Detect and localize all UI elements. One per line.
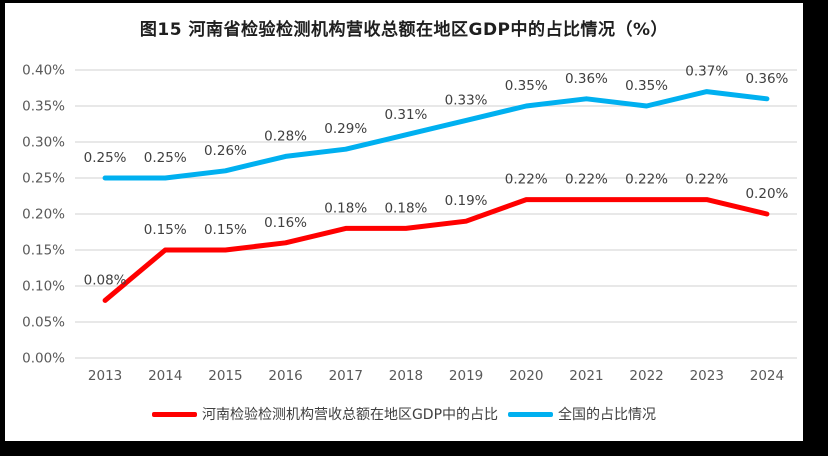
data-label: 0.20% [745, 186, 788, 202]
x-tick-label: 2022 [629, 368, 663, 384]
legend-item-henan: 河南检验检测机构营收总额在地区GDP中的占比 [151, 404, 499, 424]
legend-swatch-national-icon [508, 411, 554, 417]
x-tick-label: 2017 [329, 368, 363, 384]
y-tick-label: 0.30% [22, 135, 65, 151]
y-tick-label: 0.15% [22, 243, 65, 259]
data-label: 0.08% [84, 272, 127, 288]
legend-item-national: 全国的占比情况 [508, 404, 656, 424]
data-label: 0.18% [384, 200, 427, 216]
y-tick-label: 0.10% [22, 279, 65, 295]
data-label: 0.22% [565, 172, 608, 188]
legend-swatch-henan-icon [151, 411, 197, 417]
y-tick-label: 0.05% [22, 315, 65, 331]
x-tick-label: 2021 [569, 368, 603, 384]
data-label: 0.37% [685, 64, 728, 80]
chart-title: 图15 河南省检验检测机构营收总额在地区GDP中的占比情况（%） [139, 20, 669, 40]
data-label: 0.29% [324, 121, 367, 137]
data-label: 0.16% [264, 215, 307, 231]
data-label: 0.25% [144, 150, 187, 166]
chart-canvas: 图15 河南省检验检测机构营收总额在地区GDP中的占比情况（%） 0.00% 0.… [5, 3, 803, 441]
x-tick-label: 2013 [88, 368, 122, 384]
data-label: 0.25% [84, 150, 127, 166]
data-label: 0.26% [204, 143, 247, 159]
x-tick-label: 2015 [208, 368, 242, 384]
data-label: 0.22% [625, 172, 668, 188]
data-label: 0.19% [445, 193, 488, 209]
data-label: 0.22% [685, 172, 728, 188]
y-tick-label: 0.25% [22, 171, 65, 187]
data-label: 0.31% [384, 107, 427, 123]
x-tick-label: 2020 [509, 368, 543, 384]
x-tick-label: 2018 [389, 368, 423, 384]
line-chart: 0.00% 0.05% 0.10% 0.15% 0.20% 0.25% 0.30% 0.35%… [22, 63, 797, 384]
x-tick-label: 2019 [449, 368, 483, 384]
data-label: 0.35% [505, 78, 548, 94]
legend-label-henan: 河南检验检测机构营收总额在地区GDP中的占比 [201, 407, 499, 423]
data-label: 0.36% [745, 71, 788, 87]
y-tick-label: 0.00% [22, 351, 65, 367]
data-label: 0.36% [565, 71, 608, 87]
series-line-henan [102, 197, 770, 303]
data-label: 0.28% [264, 128, 307, 144]
x-tick-label: 2014 [148, 368, 182, 384]
series-line-national [102, 89, 770, 181]
x-tick-label: 2016 [268, 368, 302, 384]
data-label: 0.15% [144, 222, 187, 238]
data-label: 0.15% [204, 222, 247, 238]
y-tick-label: 0.40% [22, 63, 65, 79]
legend-label-national: 全国的占比情况 [558, 407, 657, 423]
x-tick-label: 2024 [750, 368, 784, 384]
data-label: 0.33% [445, 92, 488, 108]
data-label: 0.18% [324, 200, 367, 216]
y-tick-label: 0.35% [22, 99, 65, 115]
data-label: 0.22% [505, 172, 548, 188]
chart-legend: 河南检验检测机构营收总额在地区GDP中的占比 全国的占比情况 [5, 404, 803, 424]
x-tick-label: 2023 [690, 368, 724, 384]
data-label: 0.35% [625, 78, 668, 94]
y-tick-label: 0.20% [22, 207, 65, 223]
